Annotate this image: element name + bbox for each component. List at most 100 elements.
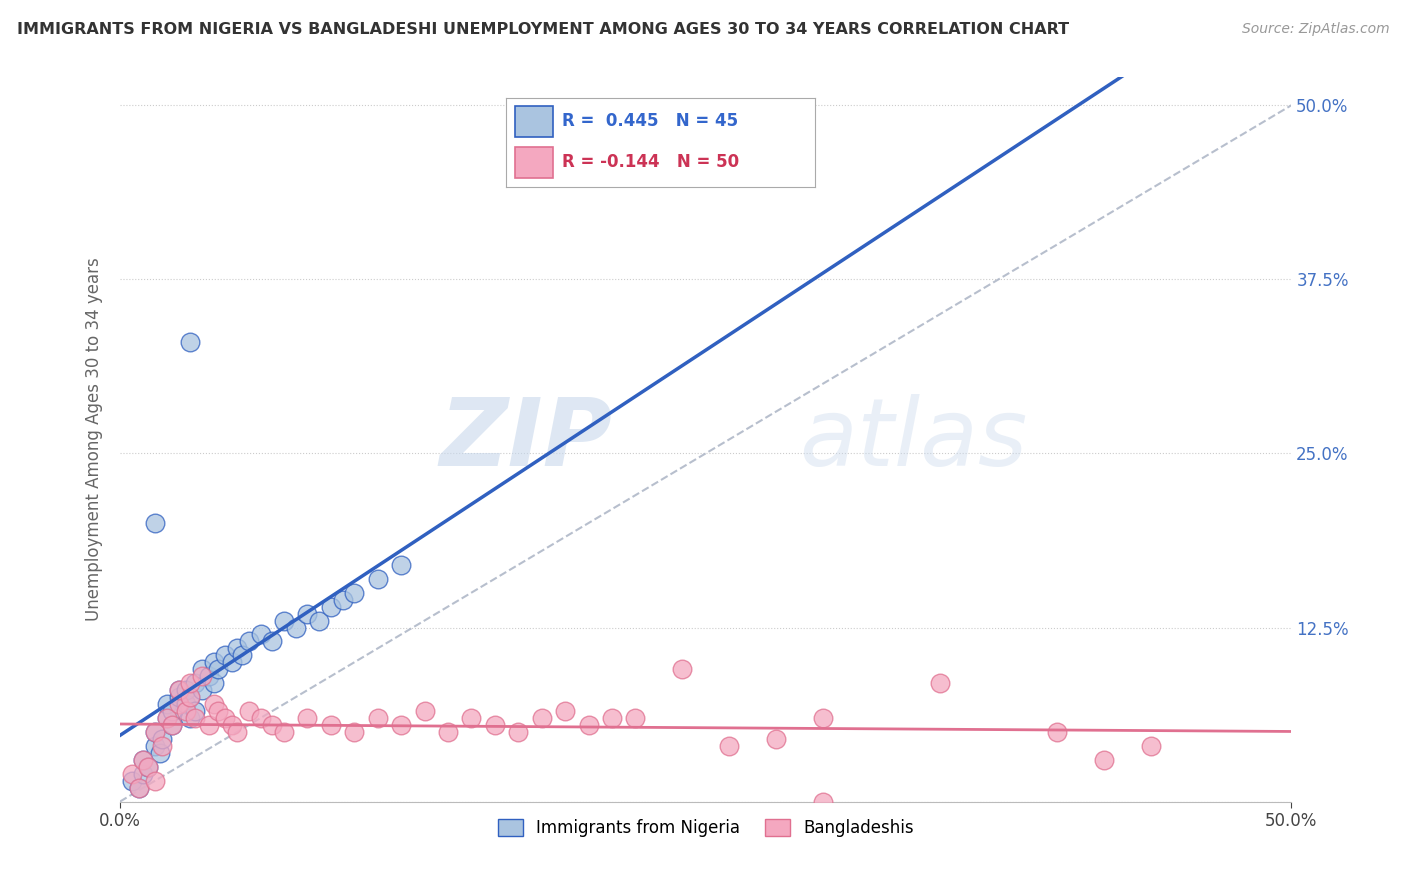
Point: [389, 718, 412, 732]
Text: IMMIGRANTS FROM NIGERIA VS BANGLADESHI UNEMPLOYMENT AMONG AGES 30 TO 34 YEARS CO: IMMIGRANTS FROM NIGERIA VS BANGLADESHI U…: [17, 22, 1069, 37]
Point: [718, 739, 741, 753]
Point: [121, 773, 143, 788]
Point: [332, 592, 354, 607]
Point: [1092, 753, 1115, 767]
Point: [156, 697, 179, 711]
Point: [179, 676, 201, 690]
Point: [184, 704, 207, 718]
Point: [249, 711, 271, 725]
Point: [143, 725, 166, 739]
Point: [811, 795, 834, 809]
Point: [765, 731, 787, 746]
Point: [174, 683, 197, 698]
Point: [811, 711, 834, 725]
Point: [160, 718, 183, 732]
Point: [167, 683, 190, 698]
Point: [221, 656, 243, 670]
Point: [530, 711, 553, 725]
Point: [231, 648, 253, 663]
Point: [214, 711, 236, 725]
Point: [319, 599, 342, 614]
FancyBboxPatch shape: [516, 106, 553, 137]
Point: [238, 634, 260, 648]
Text: R =  0.445   N = 45: R = 0.445 N = 45: [562, 112, 738, 130]
Text: ZIP: ZIP: [439, 393, 612, 485]
Point: [174, 704, 197, 718]
Point: [226, 725, 249, 739]
Point: [554, 704, 576, 718]
Point: [156, 711, 179, 725]
Point: [297, 607, 319, 621]
Point: [143, 516, 166, 530]
Y-axis label: Unemployment Among Ages 30 to 34 years: Unemployment Among Ages 30 to 34 years: [86, 258, 103, 622]
Point: [191, 662, 214, 676]
Point: [160, 718, 183, 732]
Point: [207, 704, 229, 718]
Point: [179, 711, 201, 725]
FancyBboxPatch shape: [516, 147, 553, 178]
Point: [1139, 739, 1161, 753]
Point: [150, 731, 173, 746]
Point: [221, 718, 243, 732]
Point: [343, 585, 366, 599]
Point: [136, 760, 159, 774]
Point: [508, 725, 530, 739]
Point: [207, 662, 229, 676]
Point: [343, 725, 366, 739]
Point: [202, 697, 225, 711]
Point: [1046, 725, 1069, 739]
Point: [249, 627, 271, 641]
Point: [149, 746, 172, 760]
Point: [198, 718, 221, 732]
Point: [174, 697, 197, 711]
Point: [413, 704, 436, 718]
Point: [238, 704, 260, 718]
Point: [167, 683, 190, 698]
Point: [179, 334, 201, 349]
Point: [198, 669, 221, 683]
Point: [226, 641, 249, 656]
Text: Source: ZipAtlas.com: Source: ZipAtlas.com: [1241, 22, 1389, 37]
Point: [273, 725, 295, 739]
Point: [132, 753, 155, 767]
Point: [143, 725, 166, 739]
Point: [578, 718, 600, 732]
Point: [202, 656, 225, 670]
Point: [262, 718, 284, 732]
Point: [128, 780, 150, 795]
Point: [191, 669, 214, 683]
Point: [214, 648, 236, 663]
Point: [132, 753, 155, 767]
Point: [929, 676, 952, 690]
Point: [273, 614, 295, 628]
Point: [308, 614, 330, 628]
Point: [319, 718, 342, 732]
Point: [156, 711, 179, 725]
Text: R = -0.144   N = 50: R = -0.144 N = 50: [562, 153, 740, 171]
Point: [191, 683, 214, 698]
Point: [624, 711, 647, 725]
Point: [184, 676, 207, 690]
Point: [143, 739, 166, 753]
Point: [367, 711, 389, 725]
Point: [179, 690, 201, 705]
Point: [150, 739, 173, 753]
Point: [484, 718, 506, 732]
Point: [437, 725, 460, 739]
Point: [297, 711, 319, 725]
Point: [202, 676, 225, 690]
Point: [143, 773, 166, 788]
Point: [367, 572, 389, 586]
Point: [460, 711, 482, 725]
Point: [132, 766, 155, 780]
Point: [284, 620, 307, 634]
Point: [600, 711, 623, 725]
Point: [179, 690, 201, 705]
Point: [184, 711, 207, 725]
Point: [160, 704, 183, 718]
Point: [121, 766, 143, 780]
Text: atlas: atlas: [800, 394, 1028, 485]
Legend: Immigrants from Nigeria, Bangladeshis: Immigrants from Nigeria, Bangladeshis: [491, 813, 921, 844]
Point: [167, 697, 190, 711]
Point: [136, 760, 159, 774]
